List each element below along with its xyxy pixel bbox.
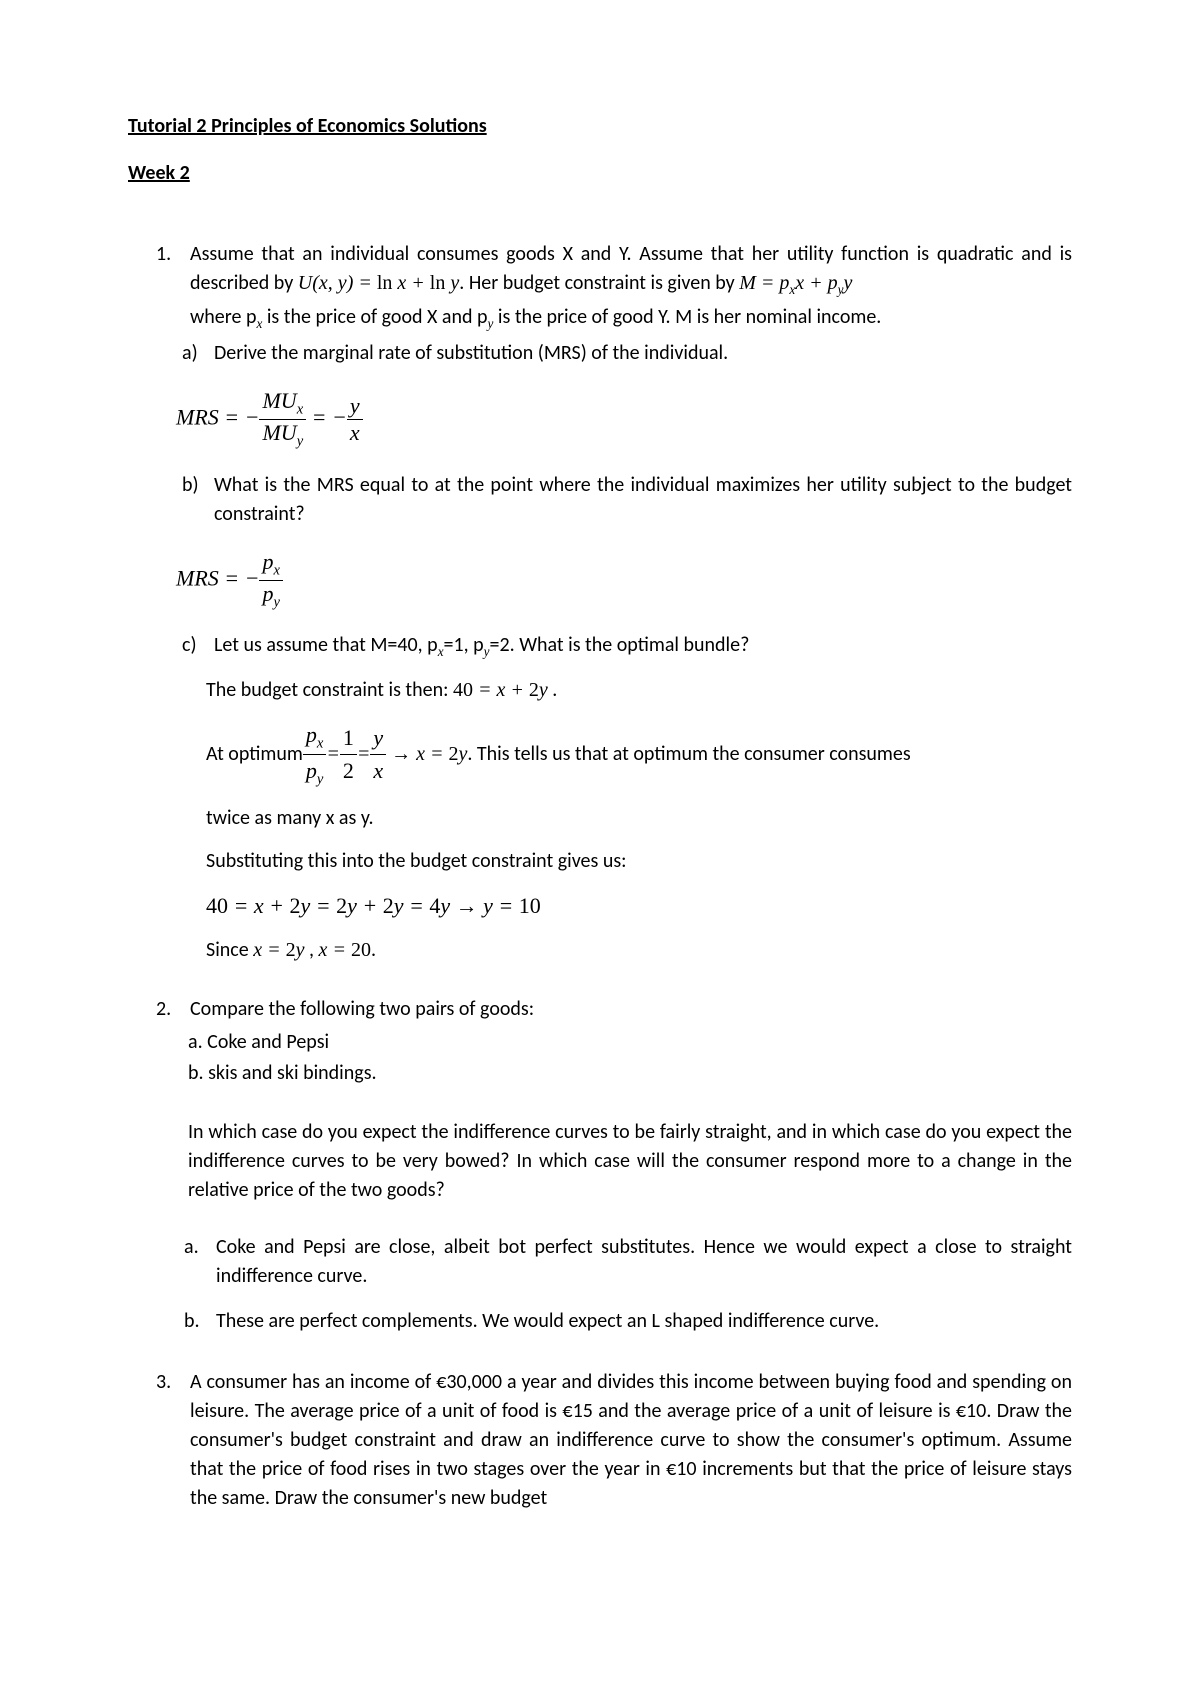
question-2: 2. Compare the following two pairs of go… [156, 995, 1072, 1024]
q2-ans-a-lett: a. [184, 1233, 216, 1291]
q1c-l2-pre: At optimum [206, 740, 303, 769]
q1-intro: Assume that an individual consumes goods… [190, 240, 1072, 299]
q1c-line1: The budget constraint is then: 40 = x + … [206, 676, 1072, 705]
document-title: Tutorial 2 Principles of Economics Solut… [128, 112, 1072, 141]
q1a-text: Derive the marginal rate of substitution… [214, 339, 1072, 368]
mrs1-frac1: MUxMUy [259, 388, 306, 451]
mrs-equation-1: MRS = −MUxMUy = −yx [176, 388, 1072, 451]
q1-where-pre: where p [190, 305, 256, 329]
q1-intro-mid: . Her budget constraint is given by [459, 271, 739, 295]
q1-part-c: c) Let us assume that M=40, px=1, py=2. … [182, 631, 1072, 661]
q3-number: 3. [156, 1368, 190, 1513]
q1a-letter: a) [182, 339, 214, 368]
q1c-line2: At optimum pxpy = 12 = yx → x = 2y . Thi… [206, 719, 1072, 791]
q1c-line4: Substituting this into the budget constr… [206, 847, 1072, 876]
q1c-l2-math: pxpy = 12 = yx → x = 2y [303, 719, 468, 791]
q1c-letter: c) [182, 631, 214, 661]
q1-where-mid1: is the price of good X and p [262, 305, 487, 329]
mrs2-frac: pxpy [259, 549, 282, 612]
q1b-letter: b) [182, 471, 214, 529]
q2-number: 2. [156, 995, 190, 1024]
mrs1-lhs: MRS = − [176, 405, 259, 430]
mrs-equation-2: MRS = −pxpy [176, 549, 1072, 612]
q1c-line3: twice as many x as y. [206, 804, 1072, 833]
q3-text: A consumer has an income of €30,000 a ye… [190, 1368, 1072, 1513]
q2-a: a. Coke and Pepsi [188, 1028, 1072, 1057]
q1-intro-line2: where px is the price of good X and py i… [190, 303, 1072, 333]
mrs2-lhs: MRS = − [176, 565, 259, 590]
q2-ans-a-text: Coke and Pepsi are close, albeit bot per… [216, 1233, 1072, 1291]
mrs1-eq: = − [306, 405, 347, 430]
q1b-text: What is the MRS equal to at the point wh… [214, 471, 1072, 529]
q1-part-b: b) What is the MRS equal to at the point… [182, 471, 1072, 529]
q1c-l2-post: . This tells us that at optimum the cons… [467, 740, 910, 769]
q1-utility-func: U(x, y) = ln x + ln y [298, 272, 459, 294]
q2-ans-b-text: These are perfect complements. We would … [216, 1307, 1072, 1336]
q1-part-a: a) Derive the marginal rate of substitut… [182, 339, 1072, 368]
week-heading: Week 2 [128, 159, 1072, 188]
question-1: 1. Assume that an individual consumes go… [156, 240, 1072, 965]
q1c-text: Let us assume that M=40, px=1, py=2. Wha… [214, 631, 1072, 661]
q1c-line6: Since x = 2y , x = 20. [206, 936, 1072, 965]
q2-answer-a: a. Coke and Pepsi are close, albeit bot … [184, 1233, 1072, 1291]
q1c-line5: 40 = x + 2y = 2y + 2y = 4y → y = 10 [206, 890, 1072, 922]
q2-ans-b-lett: b. [184, 1307, 216, 1336]
q2-b: b. skis and ski bindings. [188, 1059, 1072, 1088]
q1-budget-constraint: M = pxx + pyy [739, 272, 852, 294]
q1-number: 1. [156, 240, 190, 299]
q1-where-mid2: is the price of good Y. M is her nominal… [493, 305, 881, 329]
q2-intro: Compare the following two pairs of goods… [190, 995, 1072, 1024]
q2-answer-b: b. These are perfect complements. We wou… [184, 1307, 1072, 1336]
q2-question-para: In which case do you expect the indiffer… [188, 1118, 1072, 1205]
mrs1-frac2: yx [347, 393, 363, 447]
question-3: 3. A consumer has an income of €30,000 a… [156, 1368, 1072, 1513]
